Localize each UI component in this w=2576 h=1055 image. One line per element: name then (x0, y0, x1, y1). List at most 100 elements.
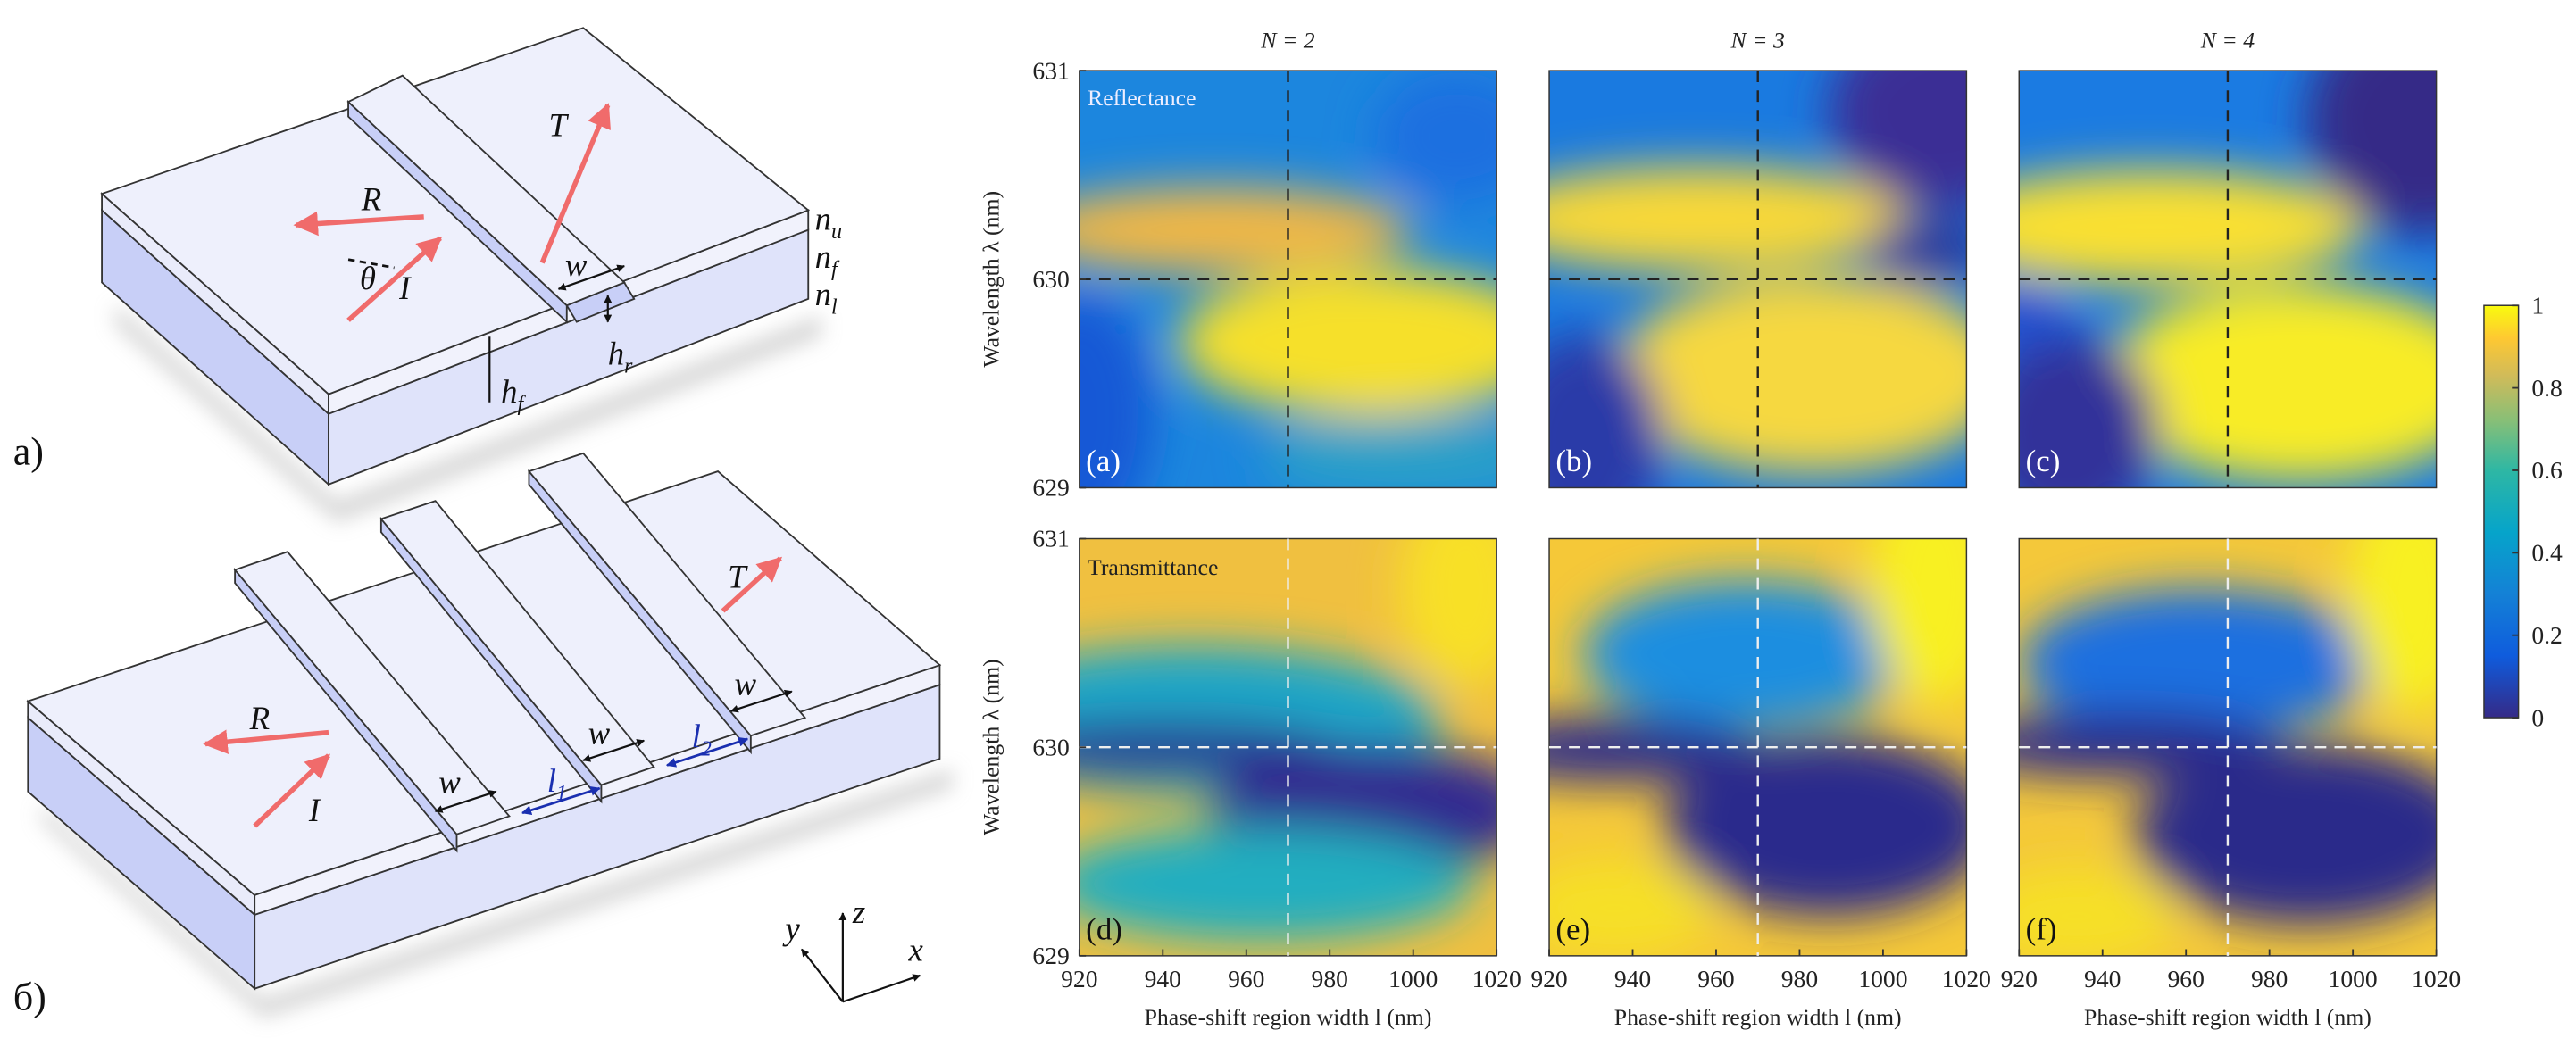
panel-label: (d) (1086, 911, 1122, 946)
x-tick-label: 940 (1145, 965, 1181, 993)
x-tick-label: 1000 (2329, 965, 2378, 993)
field-map (1549, 538, 1967, 956)
label-l1: l1 (547, 762, 567, 805)
label-nl: nl (815, 276, 838, 319)
axis-y: y (781, 910, 800, 946)
x-tick-label: 920 (1061, 965, 1097, 993)
y-tick-label: 630 (1032, 733, 1069, 760)
panel-label: б) (13, 976, 46, 1019)
label-r: R (361, 181, 381, 218)
column-title: N = 4 (2200, 27, 2255, 53)
field-blob (2134, 743, 2437, 925)
axes-icon (801, 912, 921, 1003)
x-axis-title: Phase-shift region width l (nm) (1145, 1004, 1432, 1030)
y-tick-label: 629 (1032, 474, 1069, 502)
label-nu: nu (815, 201, 842, 244)
field-blob (1549, 165, 1911, 271)
y-tick-label: 631 (1032, 525, 1069, 552)
field-blobs (1549, 71, 1967, 488)
field-blob (2019, 169, 2364, 285)
x-tick-label: 980 (1312, 965, 1348, 993)
column-title: N = 3 (1730, 27, 1785, 53)
colorbar-tick-label: 0.2 (2531, 621, 2562, 649)
field-map (2019, 538, 2437, 956)
diagram-a: R T I θ w hr hf nu nf nl а) (13, 27, 842, 523)
label-t: T (549, 107, 570, 144)
field-blobs (1549, 538, 1967, 956)
x-tick-label: 1020 (1472, 965, 1521, 993)
panel-label: (a) (1086, 444, 1121, 478)
x-tick-label: 1020 (1942, 965, 1991, 993)
colorbar-tick-label: 1 (2531, 291, 2544, 319)
x-tick-label: 1020 (2412, 965, 2461, 993)
field-blob (1399, 538, 1497, 687)
field-blob (1581, 579, 1911, 728)
panel-label: (e) (1555, 911, 1590, 946)
x-tick-label: 940 (1614, 965, 1651, 993)
axis-x: x (907, 931, 923, 968)
field-blob (1549, 859, 1714, 956)
label-hf: hf (501, 373, 526, 416)
label-r: R (249, 700, 270, 736)
field-blob (1260, 415, 1497, 488)
label-w: w (588, 715, 611, 752)
field-blob (1549, 333, 1664, 488)
axis-z: z (852, 893, 865, 930)
colorbar-tick-label: 0.4 (2531, 539, 2563, 567)
row-title: Reflectance (1088, 85, 1196, 111)
field-blob (1079, 292, 1154, 488)
field-blob (1861, 218, 1967, 285)
label-i: I (398, 270, 412, 306)
diagram-b: R I T w w w l1 l2 б) (13, 452, 954, 1019)
field-blobs (1079, 71, 1497, 488)
label-w: w (438, 764, 461, 801)
x-tick-label: 1000 (1858, 965, 1907, 993)
field-blob (2347, 538, 2437, 711)
x-tick-label: 960 (1697, 965, 1734, 993)
field-blob (1663, 735, 1967, 917)
field-blob (2101, 284, 2437, 482)
field-blobs (1079, 538, 1497, 942)
y-tick-label: 630 (1032, 265, 1069, 293)
label-l2: l2 (692, 718, 712, 760)
field-blob (1375, 71, 1497, 203)
label-i: I (308, 792, 321, 828)
label-theta: θ (360, 260, 376, 296)
field-blobs (2019, 538, 2437, 956)
field-blobs (2019, 71, 2437, 488)
panel-label: (f) (2026, 911, 2057, 946)
label-w: w (565, 246, 588, 283)
field-blob (2019, 867, 2176, 956)
field-blob (2019, 587, 2381, 736)
column-title: N = 2 (1260, 27, 1314, 53)
y-tick-label: 629 (1032, 942, 1069, 969)
label-hr: hr (608, 335, 633, 378)
field-blob (2019, 284, 2069, 350)
colorbar-tick-label: 0.6 (2531, 456, 2562, 484)
colorbar (2483, 304, 2520, 719)
label-nf: nf (815, 238, 840, 281)
field-blob (1614, 276, 1967, 473)
label-t: T (728, 559, 748, 595)
y-axis-title: Wavelength λ (nm) (979, 191, 1005, 368)
x-axis-title: Phase-shift region width l (nm) (1614, 1004, 1902, 1030)
x-tick-label: 920 (1530, 965, 1567, 993)
field-blob (1079, 187, 1413, 273)
label-w: w (734, 665, 756, 702)
x-tick-label: 940 (2084, 965, 2121, 993)
colorbar-tick-label: 0 (2531, 703, 2544, 731)
panel-label: (c) (2026, 444, 2061, 478)
panel-label: (b) (1555, 444, 1592, 478)
heatmaps: (a) N = 2 629 630 631 Wavelength λ (nm) Reflec… (979, 27, 2563, 1030)
panel-label: а) (13, 430, 44, 474)
field-blob (1178, 267, 1497, 416)
y-axis-title: Wavelength λ (nm) (979, 659, 1005, 835)
x-tick-label: 960 (2168, 965, 2205, 993)
row-title: Transmittance (1088, 554, 1218, 580)
x-tick-label: 980 (2251, 965, 2288, 993)
colorbar-tick-label: 0.8 (2531, 374, 2562, 402)
field-map (1079, 538, 1497, 956)
field-blob (1079, 826, 1474, 942)
field-blob (1869, 538, 1967, 703)
